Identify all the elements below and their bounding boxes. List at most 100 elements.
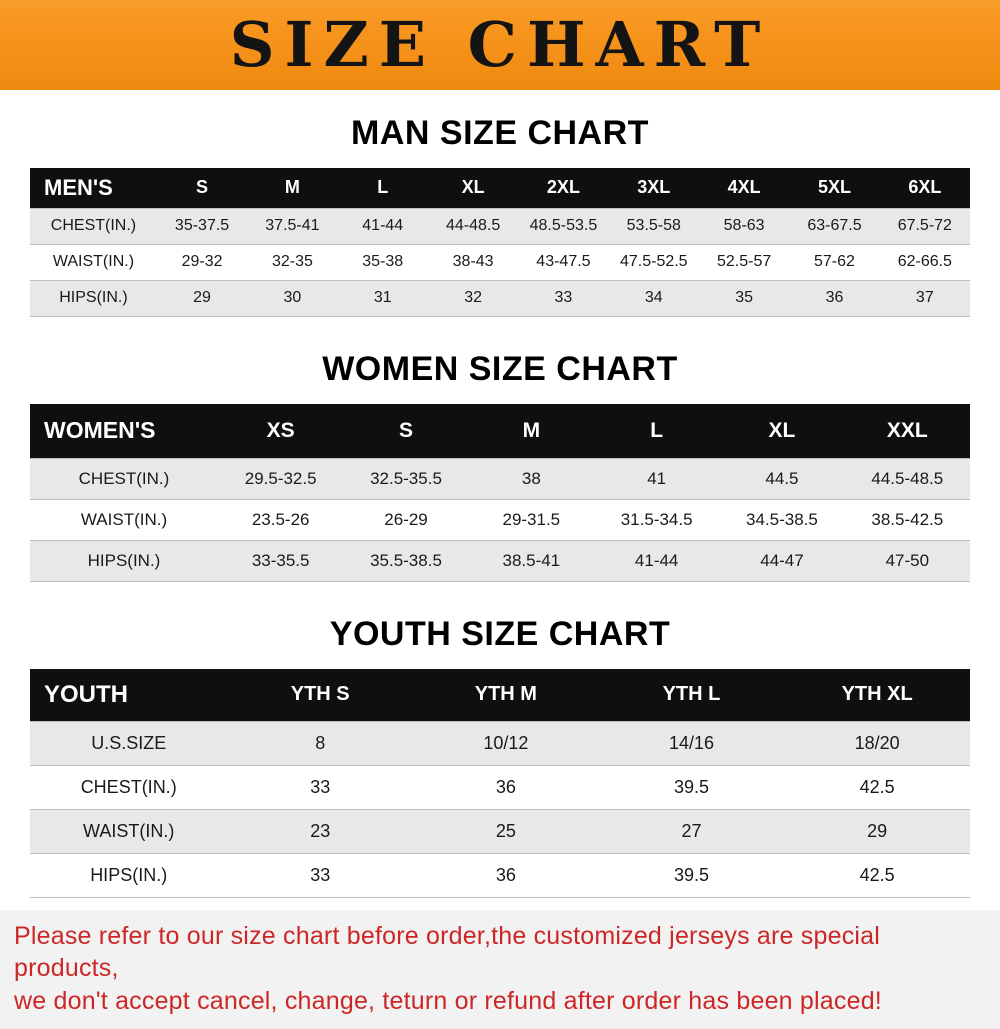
cell-value: 52.5-57 bbox=[699, 244, 789, 280]
cell-value: 42.5 bbox=[784, 765, 970, 809]
cell-value: 32 bbox=[428, 280, 518, 316]
cell-value: 35.5-38.5 bbox=[343, 541, 468, 582]
women-column-l: L bbox=[594, 404, 719, 459]
cell-value: 25 bbox=[413, 809, 599, 853]
cell-value: 33 bbox=[518, 280, 608, 316]
row-label: WAIST(IN.) bbox=[30, 500, 218, 541]
row-label: CHEST(IN.) bbox=[30, 208, 157, 244]
youth-section-heading: YOUTH SIZE CHART bbox=[0, 615, 1000, 654]
cell-value: 29.5-32.5 bbox=[218, 459, 343, 500]
cell-value: 23.5-26 bbox=[218, 500, 343, 541]
cell-value: 44-47 bbox=[719, 541, 844, 582]
cell-value: 35-37.5 bbox=[157, 208, 247, 244]
cell-value: 58-63 bbox=[699, 208, 789, 244]
cell-value: 34.5-38.5 bbox=[719, 500, 844, 541]
men-column-s: S bbox=[157, 168, 247, 208]
row-label: HIPS(IN.) bbox=[30, 280, 157, 316]
cell-value: 33-35.5 bbox=[218, 541, 343, 582]
men-header-label: MEN'S bbox=[30, 168, 157, 208]
row-label: CHEST(IN.) bbox=[30, 765, 227, 809]
youth-column-yth-m: YTH M bbox=[413, 669, 599, 721]
men-column-6xl: 6XL bbox=[880, 168, 970, 208]
cell-value: 32.5-35.5 bbox=[343, 459, 468, 500]
men-column-3xl: 3XL bbox=[609, 168, 699, 208]
cell-value: 41 bbox=[594, 459, 719, 500]
cell-value: 47-50 bbox=[845, 541, 970, 582]
cell-value: 34 bbox=[609, 280, 699, 316]
youth-column-yth-s: YTH S bbox=[227, 669, 413, 721]
youth-column-yth-l: YTH L bbox=[599, 669, 785, 721]
cell-value: 31 bbox=[338, 280, 428, 316]
cell-value: 41-44 bbox=[594, 541, 719, 582]
women-column-xxl: XXL bbox=[845, 404, 970, 459]
cell-value: 44-48.5 bbox=[428, 208, 518, 244]
row-label: HIPS(IN.) bbox=[30, 853, 227, 897]
cell-value: 57-62 bbox=[789, 244, 879, 280]
cell-value: 32-35 bbox=[247, 244, 337, 280]
cell-value: 10/12 bbox=[413, 721, 599, 765]
men-column-xl: XL bbox=[428, 168, 518, 208]
cell-value: 53.5-58 bbox=[609, 208, 699, 244]
cell-value: 35 bbox=[699, 280, 789, 316]
cell-value: 38.5-41 bbox=[469, 541, 594, 582]
cell-value: 38-43 bbox=[428, 244, 518, 280]
cell-value: 30 bbox=[247, 280, 337, 316]
cell-value: 18/20 bbox=[784, 721, 970, 765]
banner: SIZE CHART bbox=[0, 0, 1000, 90]
cell-value: 39.5 bbox=[599, 853, 785, 897]
row-label: WAIST(IN.) bbox=[30, 809, 227, 853]
men-column-5xl: 5XL bbox=[789, 168, 879, 208]
women-column-xs: XS bbox=[218, 404, 343, 459]
men-column-m: M bbox=[247, 168, 337, 208]
women-column-xl: XL bbox=[719, 404, 844, 459]
cell-value: 44.5 bbox=[719, 459, 844, 500]
cell-value: 35-38 bbox=[338, 244, 428, 280]
men-column-2xl: 2XL bbox=[518, 168, 608, 208]
cell-value: 33 bbox=[227, 765, 413, 809]
cell-value: 38 bbox=[469, 459, 594, 500]
cell-value: 48.5-53.5 bbox=[518, 208, 608, 244]
cell-value: 63-67.5 bbox=[789, 208, 879, 244]
cell-value: 43-47.5 bbox=[518, 244, 608, 280]
cell-value: 27 bbox=[599, 809, 785, 853]
cell-value: 29 bbox=[784, 809, 970, 853]
cell-value: 29 bbox=[157, 280, 247, 316]
row-label: WAIST(IN.) bbox=[30, 244, 157, 280]
men-column-l: L bbox=[338, 168, 428, 208]
youth-header-label: YOUTH bbox=[30, 669, 227, 721]
men-section-heading: MAN SIZE CHART bbox=[0, 114, 1000, 153]
youth-column-yth-xl: YTH XL bbox=[784, 669, 970, 721]
cell-value: 36 bbox=[413, 853, 599, 897]
cell-value: 37.5-41 bbox=[247, 208, 337, 244]
cell-value: 33 bbox=[227, 853, 413, 897]
women-column-s: S bbox=[343, 404, 468, 459]
cell-value: 29-31.5 bbox=[469, 500, 594, 541]
cell-value: 44.5-48.5 bbox=[845, 459, 970, 500]
row-label: U.S.SIZE bbox=[30, 721, 227, 765]
men-column-4xl: 4XL bbox=[699, 168, 789, 208]
women-header-label: WOMEN'S bbox=[30, 404, 218, 459]
cell-value: 41-44 bbox=[338, 208, 428, 244]
cell-value: 26-29 bbox=[343, 500, 468, 541]
women-section-heading: WOMEN SIZE CHART bbox=[0, 350, 1000, 389]
cell-value: 47.5-52.5 bbox=[609, 244, 699, 280]
cell-value: 8 bbox=[227, 721, 413, 765]
row-label: HIPS(IN.) bbox=[30, 541, 218, 582]
cell-value: 36 bbox=[413, 765, 599, 809]
